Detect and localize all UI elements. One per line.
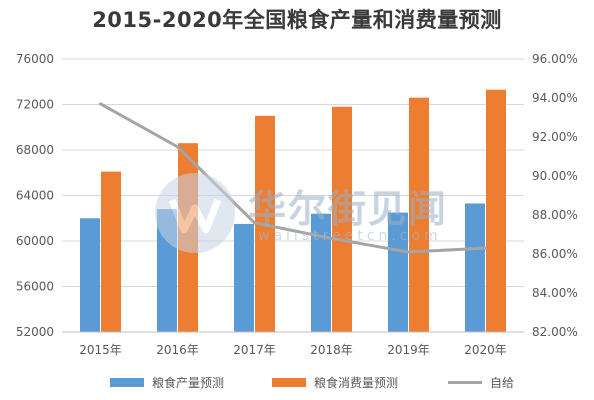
y-right-tick-label: 84.00% <box>532 286 578 300</box>
line-point <box>407 250 410 254</box>
y-left-tick-label: 52000 <box>16 325 54 339</box>
bar-consumption <box>486 89 506 333</box>
watermark-logo-icon <box>155 173 235 253</box>
legend-label-production: 粮食产量预测 <box>152 376 225 390</box>
x-tick-label: 2018年 <box>310 343 353 357</box>
line-point <box>99 102 102 106</box>
chart-title: 2015-2020年全国粮食产量和消费量预测 <box>92 8 502 32</box>
legend-item-self-sufficiency: 自给 <box>448 374 514 391</box>
watermark-text: 华尔街见闻 <box>248 186 449 231</box>
legend-label-consumption: 粮食消费量预测 <box>314 376 399 390</box>
y-left-tick-label: 64000 <box>16 189 54 203</box>
bar-consumption <box>101 171 121 332</box>
y-right-tick-label: 90.00% <box>532 169 578 183</box>
legend-label-self-sufficiency: 自给 <box>490 376 515 390</box>
y-right-tick-label: 92.00% <box>532 130 578 144</box>
y-right-tick-label: 86.00% <box>532 247 578 261</box>
bar-production <box>234 223 254 332</box>
x-tick-label: 2017年 <box>233 343 276 357</box>
bar-production <box>465 203 485 332</box>
legend-item-consumption: 粮食消费量预测 <box>272 374 398 391</box>
y-left-tick-label: 72000 <box>16 98 54 112</box>
y-left-tick-label: 60000 <box>16 234 54 248</box>
watermark: 华尔街见闻 wallstreetcn.com <box>150 160 450 270</box>
legend-swatch-self-sufficiency <box>448 381 482 384</box>
bar-consumption <box>332 106 352 333</box>
x-tick-label: 2015年 <box>79 343 122 357</box>
y-left-tick-label: 68000 <box>16 143 54 157</box>
x-tick-label: 2020年 <box>464 343 507 357</box>
y-right-tick-label: 82.00% <box>532 325 578 339</box>
y-right-tick-label: 96.00% <box>532 52 578 66</box>
line-point <box>176 145 179 149</box>
line-self-sufficiency <box>99 102 486 254</box>
legend-swatch-production <box>110 378 144 387</box>
x-tick-label: 2016年 <box>156 343 199 357</box>
bar-production <box>311 213 331 332</box>
y-left-tick-label: 56000 <box>16 280 54 294</box>
line-point <box>253 221 256 225</box>
bar-production <box>388 212 408 332</box>
bar-production <box>80 218 100 332</box>
y-right-tick-label: 88.00% <box>532 208 578 222</box>
line-point <box>330 236 333 240</box>
y-left-tick-label: 76000 <box>16 52 54 66</box>
watermark-sub: wallstreetcn.com <box>258 228 442 244</box>
bar-consumption <box>409 97 429 332</box>
y-right-tick-label: 94.00% <box>532 91 578 105</box>
x-tick-label: 2019年 <box>387 343 430 357</box>
line-point <box>484 246 487 250</box>
legend-swatch-consumption <box>272 378 306 387</box>
legend-item-production: 粮食产量预测 <box>110 374 224 391</box>
legend: 粮食产量预测 粮食消费量预测 自给 <box>0 374 594 394</box>
